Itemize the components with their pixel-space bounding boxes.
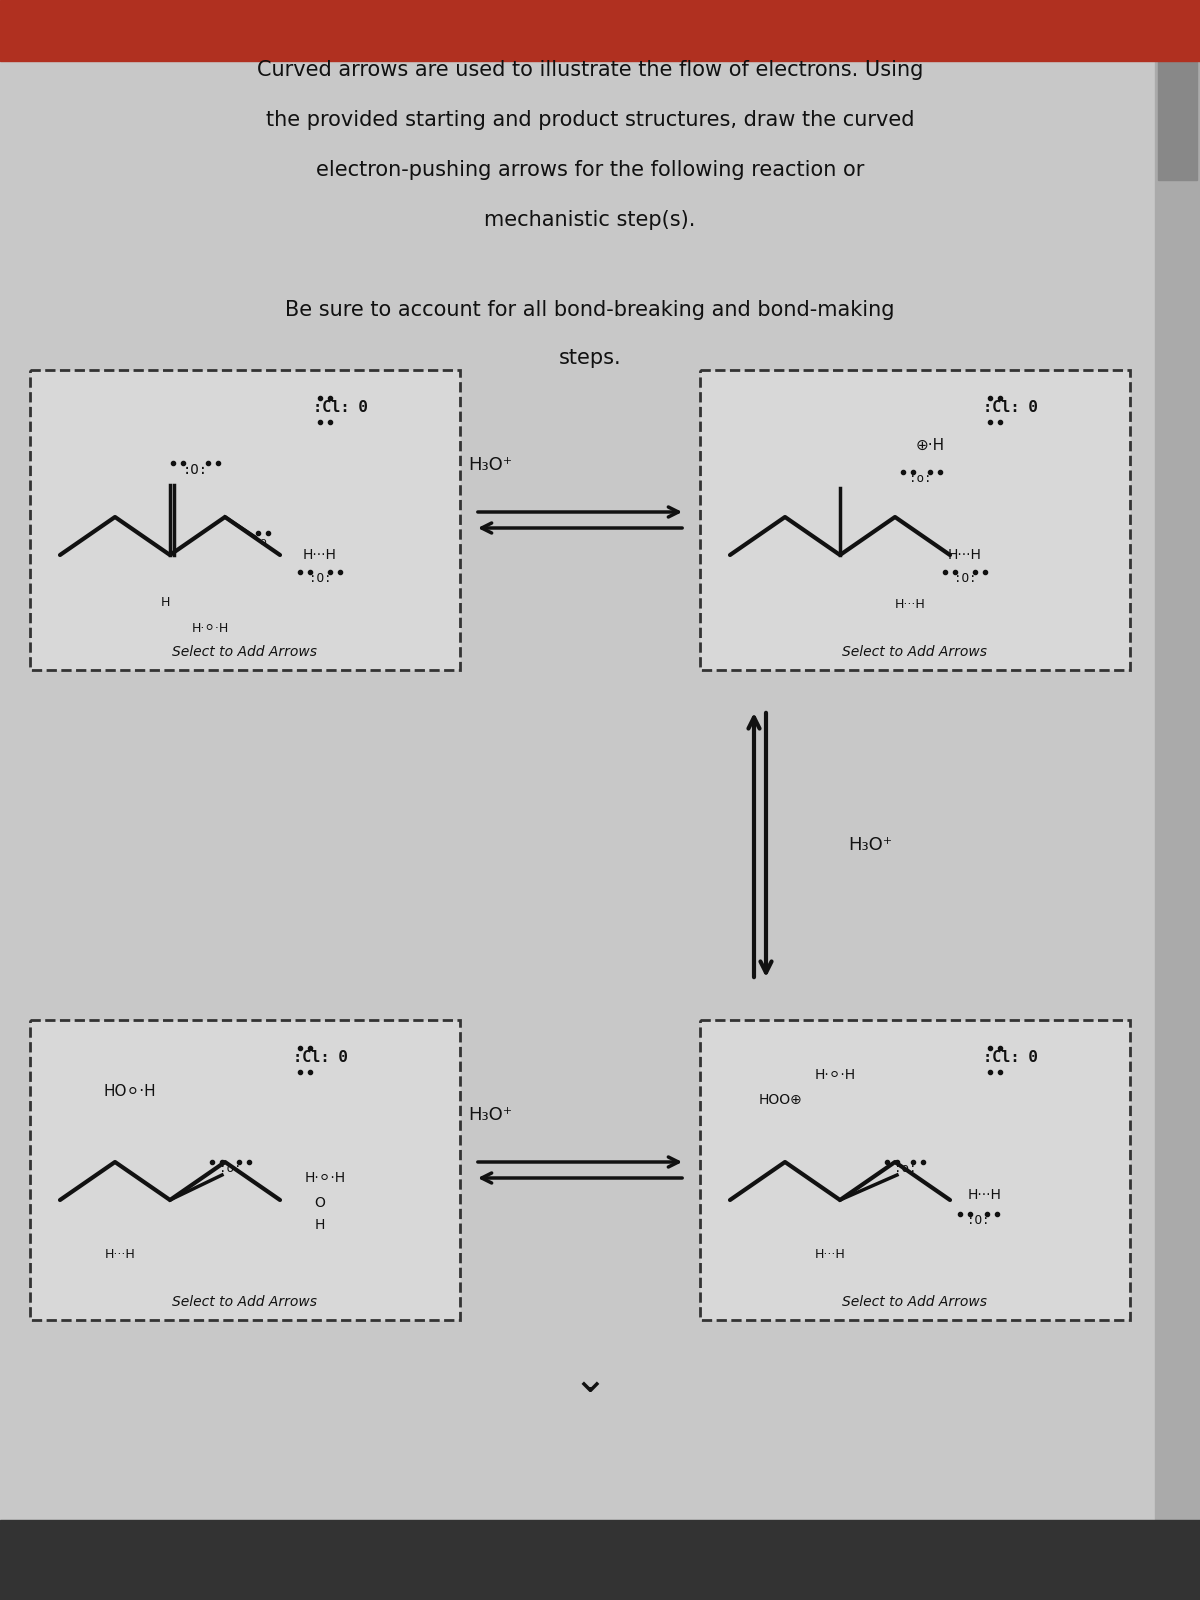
Text: Be sure to account for all bond-breaking and bond-making: Be sure to account for all bond-breaking… <box>286 301 895 320</box>
Text: :o:: :o: <box>218 1162 241 1174</box>
Text: steps.: steps. <box>559 349 622 368</box>
Text: H‧⚪‧H: H‧⚪‧H <box>191 621 229 635</box>
Text: Select to Add Arrows: Select to Add Arrows <box>842 645 988 659</box>
Text: H₃O⁺: H₃O⁺ <box>468 1106 512 1123</box>
Text: HO⚪‧H: HO⚪‧H <box>103 1085 156 1099</box>
Text: ⌄: ⌄ <box>572 1358 607 1402</box>
Text: electron-pushing arrows for the following reaction or: electron-pushing arrows for the followin… <box>316 160 864 179</box>
Text: H: H <box>314 1218 325 1232</box>
Text: Select to Add Arrows: Select to Add Arrows <box>842 1294 988 1309</box>
Bar <box>0 0 1200 61</box>
Bar <box>1154 0 1200 1600</box>
Text: HOO⊕: HOO⊕ <box>758 1093 802 1107</box>
Text: :Cl: Θ: :Cl: Θ <box>983 1051 1037 1066</box>
Text: mechanistic step(s).: mechanistic step(s). <box>485 210 696 230</box>
Text: the provided starting and product structures, draw the curved: the provided starting and product struct… <box>265 110 914 130</box>
Text: :o:: :o: <box>908 472 931 485</box>
Text: H₃O⁺: H₃O⁺ <box>468 456 512 474</box>
Text: H‧⚪‧H: H‧⚪‧H <box>305 1171 346 1186</box>
Text: O: O <box>314 1197 325 1210</box>
Polygon shape <box>700 370 1130 670</box>
Text: H₃O⁺: H₃O⁺ <box>848 835 892 854</box>
Polygon shape <box>30 370 460 670</box>
Text: :o:: :o: <box>894 1162 917 1174</box>
Text: ⊕‧H: ⊕‧H <box>916 437 944 453</box>
Bar <box>0 1520 1200 1600</box>
Text: :Cl: Θ: :Cl: Θ <box>293 1051 347 1066</box>
Text: H‧‧‧H: H‧‧‧H <box>968 1187 1002 1202</box>
Text: H‧⚪‧H: H‧⚪‧H <box>815 1069 856 1082</box>
Text: Select to Add Arrows: Select to Add Arrows <box>173 1294 318 1309</box>
Text: H‧‧‧H: H‧‧‧H <box>895 598 925 611</box>
Text: :Cl: Θ: :Cl: Θ <box>313 400 367 416</box>
Text: H: H <box>161 595 169 608</box>
Text: H‧‧‧H: H‧‧‧H <box>815 1248 845 1261</box>
Bar <box>1158 59 1198 179</box>
Text: H‧‧‧H: H‧‧‧H <box>104 1248 136 1261</box>
Text: :O:: :O: <box>967 1213 989 1227</box>
Text: o: o <box>259 538 266 547</box>
Polygon shape <box>30 1021 460 1320</box>
Text: :Cl: Θ: :Cl: Θ <box>983 400 1037 416</box>
Text: H‧‧‧H: H‧‧‧H <box>304 547 337 562</box>
Text: :O:: :O: <box>182 462 208 477</box>
Text: Curved arrows are used to illustrate the flow of electrons. Using: Curved arrows are used to illustrate the… <box>257 59 923 80</box>
Text: H‧‧‧H: H‧‧‧H <box>948 547 982 562</box>
Polygon shape <box>700 1021 1130 1320</box>
Text: :O:: :O: <box>308 571 331 584</box>
Text: Select to Add Arrows: Select to Add Arrows <box>173 645 318 659</box>
Text: :O:: :O: <box>954 571 977 584</box>
